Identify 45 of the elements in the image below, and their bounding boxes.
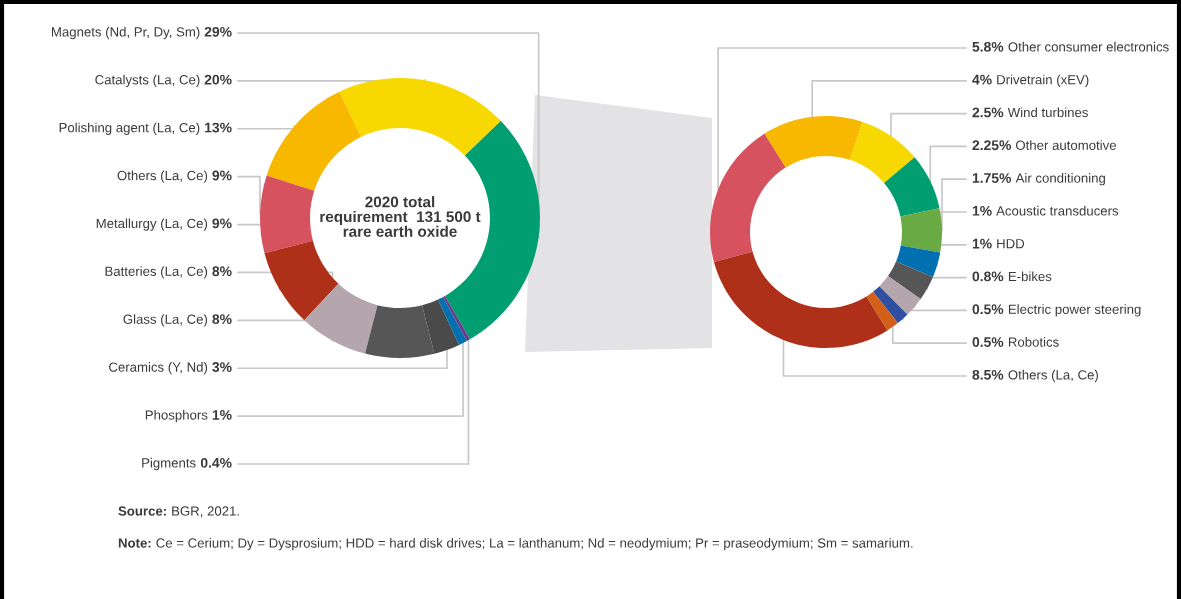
source-note: Source: BGR, 2021. — [118, 506, 239, 518]
data-label: 3% — [212, 362, 232, 372]
data-label: 0.5% — [972, 337, 1004, 347]
slice-label: Others (La, Ce) — [1008, 369, 1098, 383]
slice-label: Electric power steering — [1008, 304, 1141, 317]
data-label: 5.8% — [972, 41, 1004, 52]
slice-label: Drivetrain (xEV) — [997, 74, 1089, 87]
data-label: 1% — [212, 410, 232, 420]
slice-label: Catalysts (La, Ce) — [95, 74, 200, 88]
slice-label: Ceramics (Y, Nd) — [109, 362, 208, 375]
data-label: 2.5% — [972, 107, 1004, 118]
text: 2020 total requirement 131 500 t rare earth oxide — [320, 196, 481, 237]
data-label: 29% — [204, 26, 232, 37]
data-label: 13% — [205, 122, 232, 133]
slice-label: HDD — [997, 239, 1025, 249]
slice-label: Glass (La, Ce) — [123, 314, 208, 327]
slice-label: Magnets (Nd, Pr, Dy, Sm) — [52, 26, 200, 40]
slice-label: Robotics — [1008, 337, 1059, 347]
slice-label: Air conditioning — [1015, 173, 1105, 186]
slice-label: Polishing agent (La, Ce) — [59, 122, 200, 135]
data-label: 1% — [972, 205, 992, 216]
data-label: 9% — [212, 170, 232, 181]
slice-label: E-bikes — [1008, 271, 1052, 282]
data-label: 20% — [204, 74, 232, 85]
slice-label: Acoustic transducers — [996, 205, 1119, 216]
slice-label: Batteries (La, Ce) — [105, 266, 208, 279]
slice-label: Other consumer electronics — [1008, 41, 1169, 52]
slice-label: Metallurgy (La, Ce) — [96, 218, 208, 231]
data-label: 2.25% — [972, 140, 1012, 151]
data-label: 8% — [212, 266, 232, 277]
data-label: 0.5% — [972, 304, 1004, 315]
data-label: 8.5% — [972, 369, 1004, 380]
data-label: 0.4% — [200, 457, 232, 468]
slice-label: Other automotive — [1016, 140, 1116, 150]
data-label: 0.8% — [972, 271, 1004, 282]
data-label: 9% — [212, 218, 232, 229]
text: Note: Ce = Cerium; Dy = Dysprosium; HDD = hard disk drives; La = lanthanum; Nd = neodymium; Pr = praseodymium; Sm = samarium. — [118, 538, 913, 551]
data-label: 1.75% — [972, 173, 1012, 183]
slice-label: Pigments — [142, 457, 196, 471]
data-label: 1% — [972, 238, 992, 249]
slice-label: Wind turbines — [1007, 107, 1088, 118]
slice-label: Others (La, Ce) — [117, 170, 208, 183]
data-label: 8% — [212, 314, 232, 325]
slice-label: Phosphors — [145, 409, 208, 423]
data-label: 4% — [972, 74, 992, 85]
